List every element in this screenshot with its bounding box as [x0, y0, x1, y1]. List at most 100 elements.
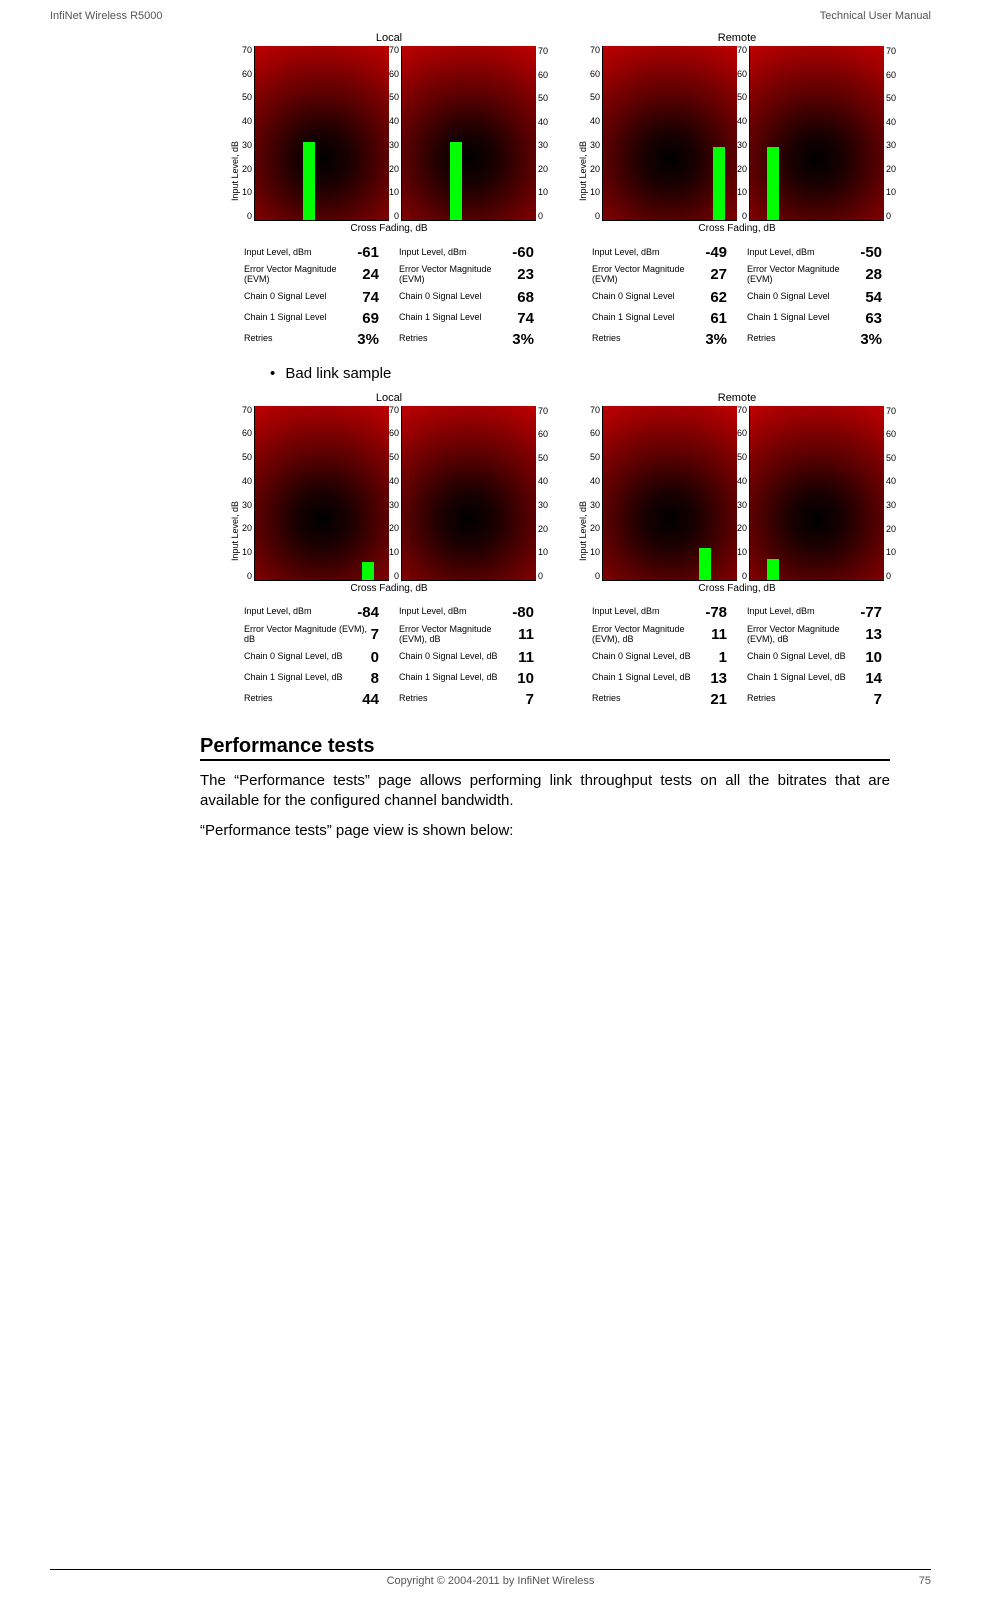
- y-ticks-right: 70 60 50 40 30 20 10 0: [884, 46, 896, 221]
- stat-value: 62: [710, 289, 727, 306]
- stat-value: 21: [710, 691, 727, 708]
- stat-value: 11: [518, 626, 534, 643]
- y-axis-label: Input Level, dB: [230, 46, 240, 221]
- stat-value: -61: [357, 244, 379, 261]
- stat-value: -60: [512, 244, 534, 261]
- stat-value: 68: [517, 289, 534, 306]
- y-axis-label: Input Level, dB: [578, 46, 588, 221]
- signal-marker: [699, 548, 711, 579]
- y-ticks-mid: 70 60 50 40 30 20 10 0: [737, 406, 749, 581]
- x-axis-label: Cross Fading, dB: [350, 583, 427, 594]
- copyright-text: Copyright © 2004-2011 by InfiNet Wireles…: [50, 1575, 931, 1587]
- stat-value: 63: [865, 310, 882, 327]
- stat-value: 10: [865, 649, 882, 666]
- stat-value: 3%: [860, 331, 882, 348]
- remote-stats-bottom: Input Level, dBm-78 Error Vector Magnitu…: [592, 602, 882, 710]
- remote-heatmap-right-bottom: [749, 406, 884, 581]
- local-title-bottom: Local: [376, 392, 402, 404]
- stat-value: 3%: [512, 331, 534, 348]
- header-right: Technical User Manual: [820, 10, 931, 22]
- x-axis-label: Cross Fading, dB: [698, 583, 775, 594]
- stat-value: 10: [517, 670, 534, 687]
- page-header: InfiNet Wireless R5000 Technical User Ma…: [0, 0, 981, 27]
- header-left: InfiNet Wireless R5000: [50, 10, 163, 22]
- stat-value: 28: [865, 266, 882, 283]
- stat-value: -50: [860, 244, 882, 261]
- stat-value: 14: [865, 670, 882, 687]
- y-ticks-mid: 70 60 50 40 30 20 10 0: [389, 406, 401, 581]
- signal-marker: [767, 559, 779, 580]
- stat-value: -78: [705, 604, 727, 621]
- stat-value: 27: [710, 266, 727, 283]
- stat-value: 74: [362, 289, 379, 306]
- stat-value: -49: [705, 244, 727, 261]
- stat-value: 3%: [357, 331, 379, 348]
- signal-marker: [362, 562, 374, 579]
- stat-value: 69: [362, 310, 379, 327]
- y-axis-label: Input Level, dB: [578, 406, 588, 581]
- local-stats-top: Input Level, dBm-61 Error Vector Magnitu…: [244, 242, 534, 350]
- y-ticks-right: 70 60 50 40 30 20 10 0: [536, 46, 548, 221]
- bad-link-bullet: Bad link sample: [270, 365, 931, 382]
- stat-value: 11: [711, 626, 727, 643]
- remote-heatmap-left-top: [602, 46, 737, 221]
- x-axis-label: Cross Fading, dB: [698, 223, 775, 234]
- top-charts-section: Local Input Level, dB 70 60 50 40 30 20 …: [195, 32, 931, 350]
- stat-value: 7: [526, 691, 534, 708]
- y-axis-label: Input Level, dB: [230, 406, 240, 581]
- local-chart-group-top: Local Input Level, dB 70 60 50 40 30 20 …: [230, 32, 548, 350]
- stat-value: 13: [865, 626, 882, 643]
- remote-heatmap-left-bottom: [602, 406, 737, 581]
- stat-value: 44: [362, 691, 379, 708]
- y-ticks-right: 70 60 50 40 30 20 10 0: [884, 406, 896, 581]
- y-ticks-mid: 70 60 50 40 30 20 10 0: [389, 46, 401, 221]
- local-heatmap-right-top: [401, 46, 536, 221]
- signal-marker: [713, 147, 725, 220]
- remote-stats-top: Input Level, dBm-49 Error Vector Magnitu…: [592, 242, 882, 350]
- stat-value: 3%: [705, 331, 727, 348]
- stat-value: 24: [362, 266, 379, 283]
- content-area: Local Input Level, dB 70 60 50 40 30 20 …: [0, 32, 981, 841]
- remote-chart-group-bottom: Remote Input Level, dB 70 60 50 40 30 20…: [578, 392, 896, 710]
- page-number: 75: [919, 1575, 931, 1587]
- performance-tests-heading: Performance tests: [200, 735, 890, 761]
- signal-marker: [767, 147, 779, 220]
- signal-marker: [450, 142, 462, 220]
- stat-value: 74: [517, 310, 534, 327]
- local-heatmap-left-bottom: [254, 406, 389, 581]
- local-title-top: Local: [376, 32, 402, 44]
- stat-value: 8: [371, 670, 379, 687]
- stat-value: -84: [357, 604, 379, 621]
- remote-title-bottom: Remote: [718, 392, 757, 404]
- local-chart-group-bottom: Local Input Level, dB 70 60 50 40 30 20 …: [230, 392, 548, 710]
- y-ticks-mid: 70 60 50 40 30 20 10 0: [737, 46, 749, 221]
- remote-chart-group-top: Remote Input Level, dB 70 60 50 40 30 20…: [578, 32, 896, 350]
- y-ticks: 70 60 50 40 30 20 10 0: [242, 46, 254, 221]
- stat-value: 23: [517, 266, 534, 283]
- stat-value: 7: [371, 626, 379, 643]
- stat-value: 54: [865, 289, 882, 306]
- stat-value: 61: [710, 310, 727, 327]
- para-2: “Performance tests” page view is shown b…: [200, 821, 890, 841]
- local-heatmap-right-bottom: [401, 406, 536, 581]
- stat-value: 0: [371, 649, 379, 666]
- stat-value: 13: [710, 670, 727, 687]
- x-axis-label: Cross Fading, dB: [350, 223, 427, 234]
- para-1: The “Performance tests” page allows perf…: [200, 771, 890, 812]
- y-ticks-right: 70 60 50 40 30 20 10 0: [536, 406, 548, 581]
- remote-title-top: Remote: [718, 32, 757, 44]
- stat-value: 7: [874, 691, 882, 708]
- y-ticks: 70 60 50 40 30 20 10 0: [242, 406, 254, 581]
- stat-value: 1: [719, 649, 727, 666]
- page-footer: Copyright © 2004-2011 by InfiNet Wireles…: [50, 1569, 931, 1587]
- local-heatmap-left-top: [254, 46, 389, 221]
- local-stats-bottom: Input Level, dBm-84 Error Vector Magnitu…: [244, 602, 534, 710]
- y-ticks: 70 60 50 40 30 20 10 0: [590, 406, 602, 581]
- stat-value: -80: [512, 604, 534, 621]
- remote-heatmap-right-top: [749, 46, 884, 221]
- signal-marker: [303, 142, 315, 220]
- bottom-charts-section: Local Input Level, dB 70 60 50 40 30 20 …: [195, 392, 931, 710]
- y-ticks: 70 60 50 40 30 20 10 0: [590, 46, 602, 221]
- stat-value: -77: [860, 604, 882, 621]
- stat-value: 11: [518, 649, 534, 666]
